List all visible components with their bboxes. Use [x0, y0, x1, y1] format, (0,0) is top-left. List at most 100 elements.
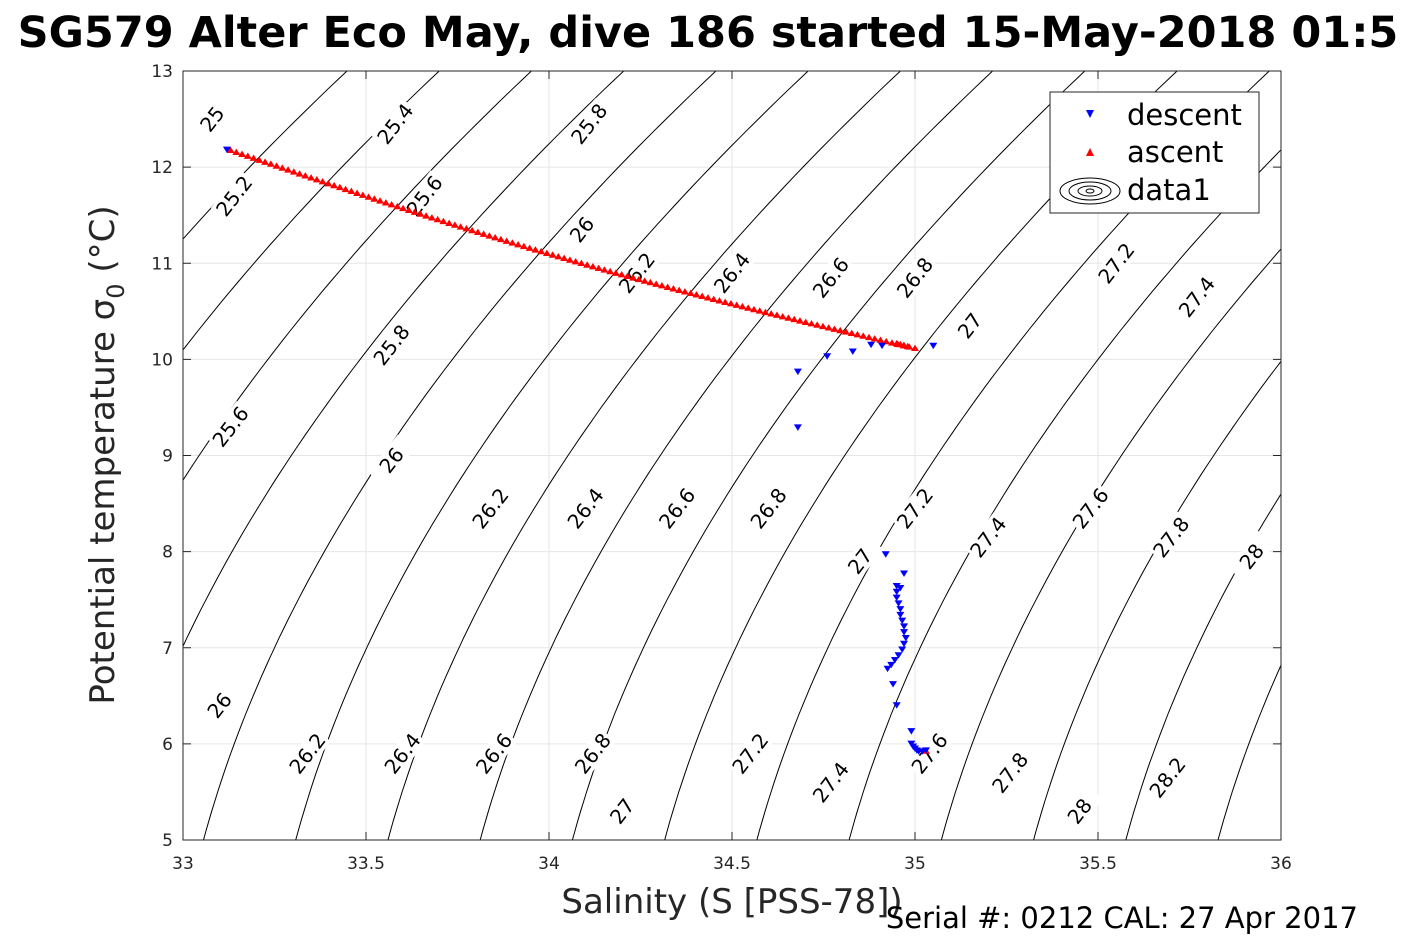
contour-label-bg [708, 247, 756, 299]
ascent-marker [433, 215, 442, 223]
ascent-marker [801, 318, 810, 325]
legend-descent-marker [1086, 110, 1094, 118]
ascent-marker [560, 254, 569, 262]
ascent-marker [629, 274, 638, 281]
ascent-marker [600, 266, 609, 273]
contour-icon [1059, 177, 1121, 205]
ascent-marker [537, 247, 546, 255]
ascent-marker [887, 339, 896, 346]
y-tick-label: 6 [162, 735, 173, 755]
y-axis-label-sub: 0 [102, 283, 130, 298]
ascent-marker [761, 308, 770, 316]
ascent-marker [749, 305, 758, 313]
ascent-marker [577, 259, 586, 267]
ascent-series [226, 146, 930, 754]
ascent-marker [410, 208, 419, 215]
descent-marker [883, 665, 892, 673]
ascent-marker [249, 154, 258, 161]
contour-label-bg [964, 511, 1012, 563]
contour-label-bg [558, 203, 606, 256]
descent-marker [890, 657, 899, 664]
ascent-marker [479, 230, 488, 237]
ascent-marker [841, 328, 850, 335]
contour-line-25.4 [183, 71, 533, 482]
contour-line-27.8 [1125, 493, 1281, 840]
ascent-marker [663, 283, 672, 290]
y-tick-label: 8 [162, 543, 173, 563]
ascent-marker [416, 210, 425, 217]
ascent-marker [491, 233, 500, 241]
ascent-marker [439, 217, 448, 225]
contour-line-25.6 [183, 71, 625, 648]
ascent-marker [795, 317, 804, 324]
x-tick-label: 33 [172, 854, 194, 874]
ascent-marker [381, 199, 390, 206]
ascent-marker [755, 307, 764, 314]
contour-label-bg [368, 434, 416, 486]
descent-marker [892, 702, 901, 709]
descent-marker [848, 348, 857, 355]
ascent-marker [807, 319, 816, 327]
y-tick-label: 9 [162, 447, 173, 467]
ascent-marker [266, 160, 275, 167]
ascent-marker [882, 337, 891, 345]
x-tick-label: 34 [538, 854, 560, 874]
contour-label-bg [1067, 482, 1115, 535]
contour-line-27.4 [940, 248, 1281, 840]
ascent-marker [864, 333, 873, 341]
ascent-marker [289, 168, 298, 175]
ascent-marker [238, 150, 247, 157]
contour-line-28 [1217, 664, 1281, 840]
ascent-marker [859, 332, 868, 339]
descent-marker [907, 728, 916, 735]
ascent-marker [450, 221, 459, 228]
ascent-marker [778, 312, 787, 320]
descent-marker [900, 570, 909, 577]
contour-label-bg [807, 756, 855, 809]
descent-marker [894, 652, 903, 659]
ascent-marker [876, 336, 885, 343]
descent-marker [793, 368, 802, 376]
ascent-marker [680, 288, 689, 295]
ascent-marker [692, 291, 701, 298]
ascent-marker [847, 329, 856, 337]
ascent-marker [634, 275, 643, 283]
descent-marker [929, 342, 938, 350]
contour-label-bg [562, 482, 610, 535]
ascent-marker [514, 240, 523, 248]
ascent-marker [278, 164, 287, 171]
ascent-marker [542, 249, 551, 256]
ascent-marker [830, 325, 839, 332]
ascent-marker [468, 226, 477, 234]
ascent-marker [312, 176, 321, 183]
ascent-marker [721, 298, 730, 305]
legend-descent-label: descent [1127, 98, 1242, 132]
ascent-marker [496, 235, 505, 243]
ascent-marker [732, 301, 741, 308]
ascent-marker [738, 302, 747, 310]
legend[interactable]: descent ascent data1 [1049, 91, 1260, 214]
ascent-marker [485, 232, 494, 239]
contour-label-bg [1092, 237, 1140, 289]
ascent-marker [347, 187, 356, 195]
ascent-marker [422, 212, 431, 219]
contour-label-bg [401, 170, 449, 222]
descent-marker [898, 617, 907, 625]
legend-box [1049, 91, 1260, 214]
x-axis-label: Salinity (S [PSS-78]) [561, 882, 902, 922]
ascent-marker [226, 146, 235, 154]
ascent-marker [387, 200, 396, 208]
contour-label-bg [196, 679, 244, 732]
ascent-marker [744, 304, 753, 311]
x-tick-label: 34.5 [713, 854, 751, 874]
x-tick-label: 36 [1270, 854, 1292, 874]
ascent-marker [784, 314, 793, 321]
ascent-marker [623, 272, 632, 280]
descent-marker [892, 588, 901, 596]
ascent-marker [594, 264, 603, 271]
descent-marker [896, 584, 905, 592]
x-tick-label: 35.5 [1079, 854, 1117, 874]
descent-series [222, 146, 938, 755]
ascent-marker [272, 162, 281, 169]
